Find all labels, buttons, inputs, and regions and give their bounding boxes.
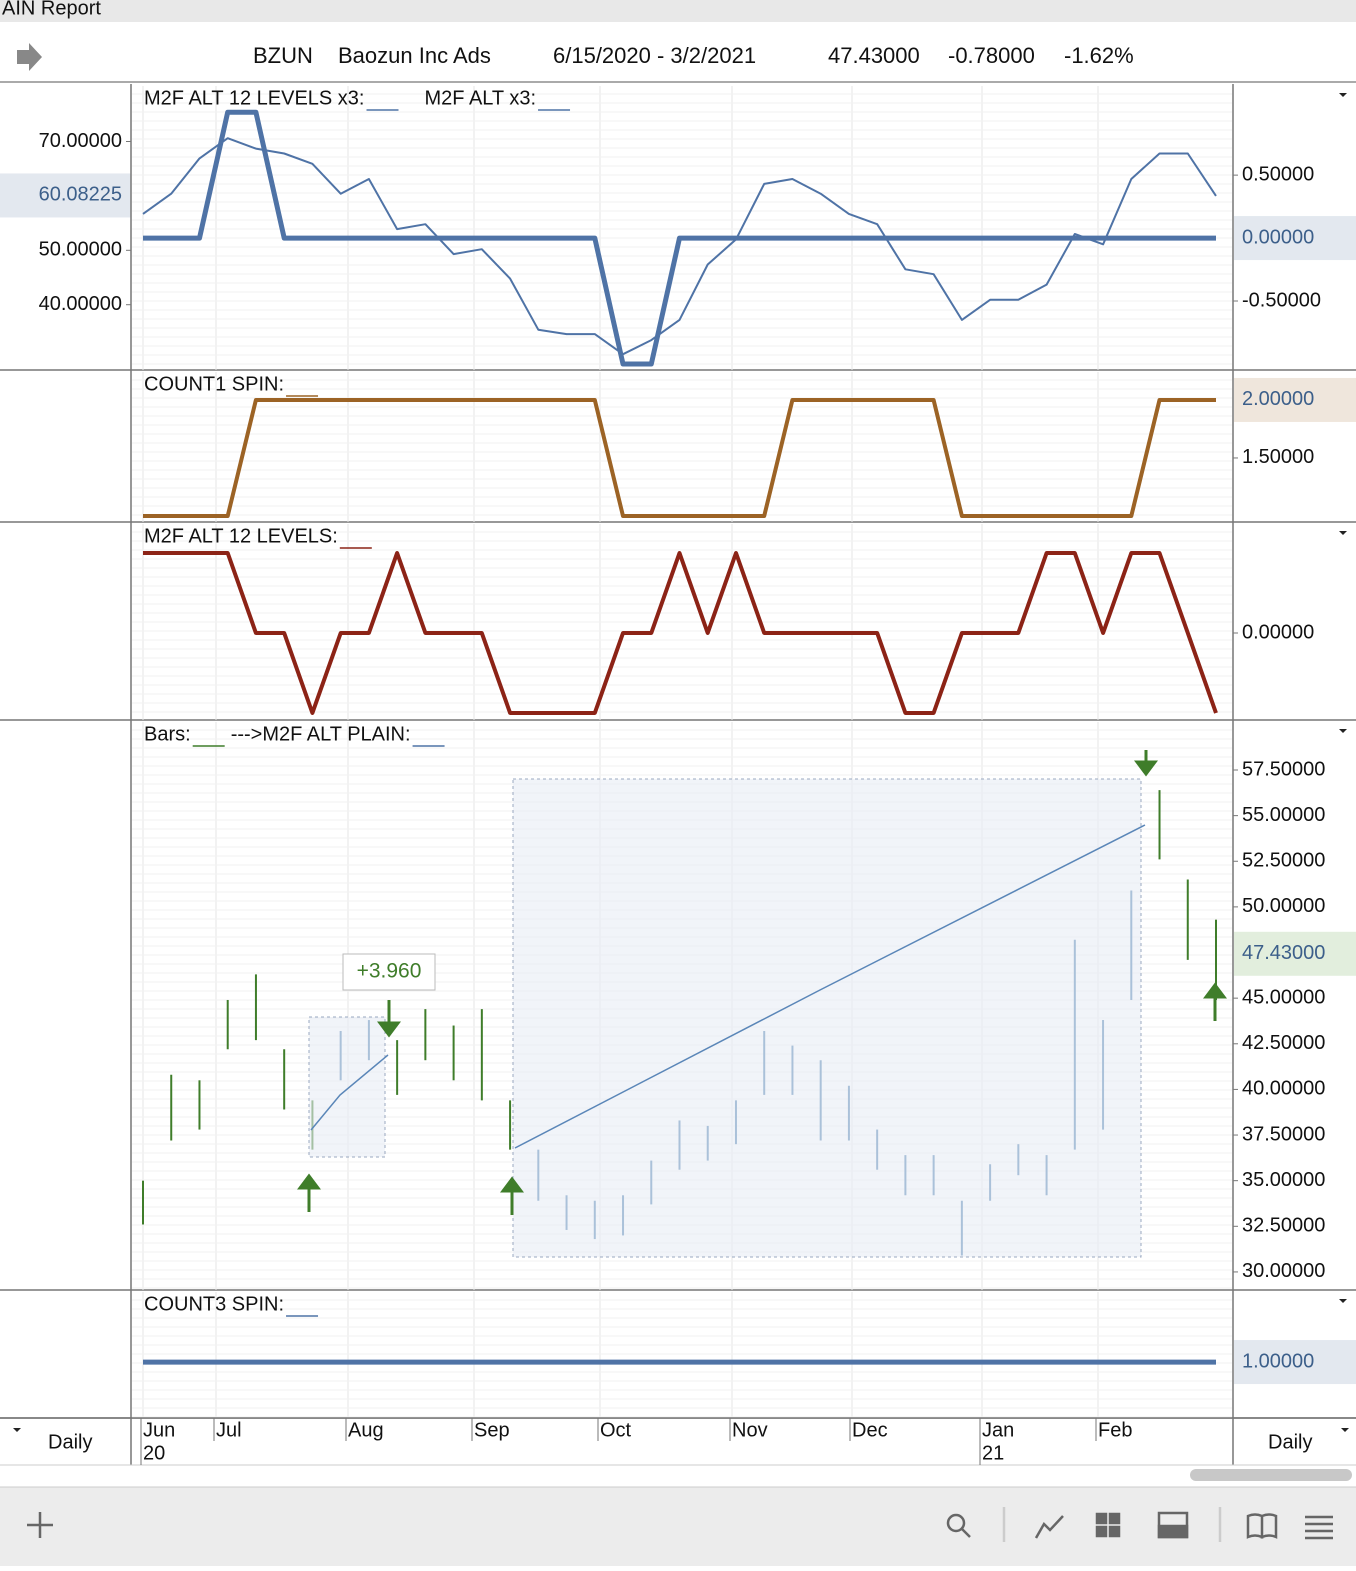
current-value-label: 47.43000: [1242, 942, 1325, 964]
symbol: BZUN: [253, 43, 313, 68]
x-tick-label: Jan: [982, 1419, 1014, 1441]
x-tick-label: Jul: [216, 1419, 242, 1441]
toolbar: [0, 1487, 1356, 1566]
period-right[interactable]: Daily: [1268, 1431, 1312, 1453]
y-tick-label: 50.00000: [1242, 895, 1325, 917]
period-left[interactable]: Daily: [48, 1431, 92, 1453]
legend-label: M2F ALT 12 LEVELS:: [144, 525, 338, 547]
signal-arrows: [297, 750, 1227, 1215]
y-tick-label: 32.50000: [1242, 1215, 1325, 1237]
annotation: +3.960: [357, 960, 422, 983]
series-line: [143, 398, 1216, 518]
legend-label: Bars:: [144, 723, 191, 745]
selection-box: [512, 778, 1142, 1258]
title-bar: [0, 0, 1356, 22]
y-tick-label: 35.00000: [1242, 1169, 1325, 1191]
annotation-box: [342, 953, 436, 991]
date-range: 6/15/2020 - 3/2/2021: [553, 43, 756, 68]
x-tick-label: Sep: [474, 1419, 510, 1441]
y-tick-label: 42.50000: [1242, 1032, 1325, 1054]
legend-label: M2F ALT 12 LEVELS x3:: [144, 87, 365, 109]
y-tick-label: 55.00000: [1242, 804, 1325, 826]
x-tick-label: Oct: [600, 1419, 632, 1441]
forward-arrow[interactable]: [17, 43, 42, 71]
x-tick-label: Feb: [1098, 1419, 1132, 1441]
legend-label: --->M2F ALT PLAIN:: [231, 723, 411, 745]
legend-label: COUNT1 SPIN:: [144, 373, 284, 395]
current-value-box: [0, 173, 131, 218]
selection-box: [308, 1016, 386, 1158]
panel-menu[interactable]: [1339, 93, 1347, 97]
percent-change: -1.62%: [1064, 43, 1134, 68]
panel-menu[interactable]: [1339, 729, 1347, 733]
panel-menu[interactable]: [1339, 1299, 1347, 1303]
current-value-box: [1234, 216, 1356, 261]
x-tick-label: Dec: [852, 1419, 888, 1441]
toolbar-icons[interactable]: [27, 1507, 1333, 1542]
last-price: 47.43000: [828, 43, 920, 68]
x-tick-label: Aug: [348, 1419, 384, 1441]
y-tick-label: 57.50000: [1242, 758, 1325, 780]
year-label: 21: [982, 1442, 1004, 1464]
trend-line: [310, 1054, 389, 1131]
y-tick-label: 0.00000: [1242, 621, 1314, 643]
y-tick-label: 40.00000: [39, 293, 122, 315]
legend-label: COUNT3 SPIN:: [144, 1293, 284, 1315]
current-value-box: [1234, 1340, 1356, 1385]
y-tick-label: 40.00000: [1242, 1078, 1325, 1100]
x-tick-label: Jun: [143, 1419, 175, 1441]
trend-line: [514, 824, 1146, 1149]
y-tick-label: 37.50000: [1242, 1123, 1325, 1145]
panel-menu[interactable]: [1339, 531, 1347, 535]
series-line: [143, 109, 1216, 367]
y-tick-label: -0.50000: [1242, 289, 1321, 311]
x-axis: Jun Jul Aug Sep Oct Nov Dec Jan Feb 20 21: [140, 1418, 1132, 1465]
y-tick-label: 1.50000: [1242, 446, 1314, 468]
current-value-label: 60.08225: [39, 184, 122, 206]
y-tick-label: 45.00000: [1242, 986, 1325, 1008]
current-value-label: 0.00000: [1242, 226, 1314, 248]
x-tick-label: Nov: [732, 1419, 768, 1441]
scrollbar[interactable]: [1190, 1469, 1352, 1481]
current-value-box: [1234, 931, 1356, 976]
company-name: Baozun Inc Ads: [338, 43, 491, 68]
series-line: [142, 137, 1217, 356]
y-tick-label: 0.50000: [1242, 163, 1314, 185]
header-bar: [0, 30, 1356, 82]
price-change: -0.78000: [948, 43, 1035, 68]
y-tick-label: 30.00000: [1242, 1260, 1325, 1282]
window-title: AIN Report: [2, 0, 101, 19]
current-value-label: 1.00000: [1242, 1350, 1314, 1372]
y-tick-label: 70.00000: [39, 130, 122, 152]
current-value-label: 2.00000: [1242, 388, 1314, 410]
year-label: 20: [143, 1442, 165, 1464]
series-line: [143, 551, 1218, 715]
y-tick-label: 52.50000: [1242, 850, 1325, 872]
legend-label: M2F ALT x3:: [425, 87, 537, 109]
current-value-box: [1234, 377, 1356, 422]
y-tick-label: 50.00000: [39, 239, 122, 261]
